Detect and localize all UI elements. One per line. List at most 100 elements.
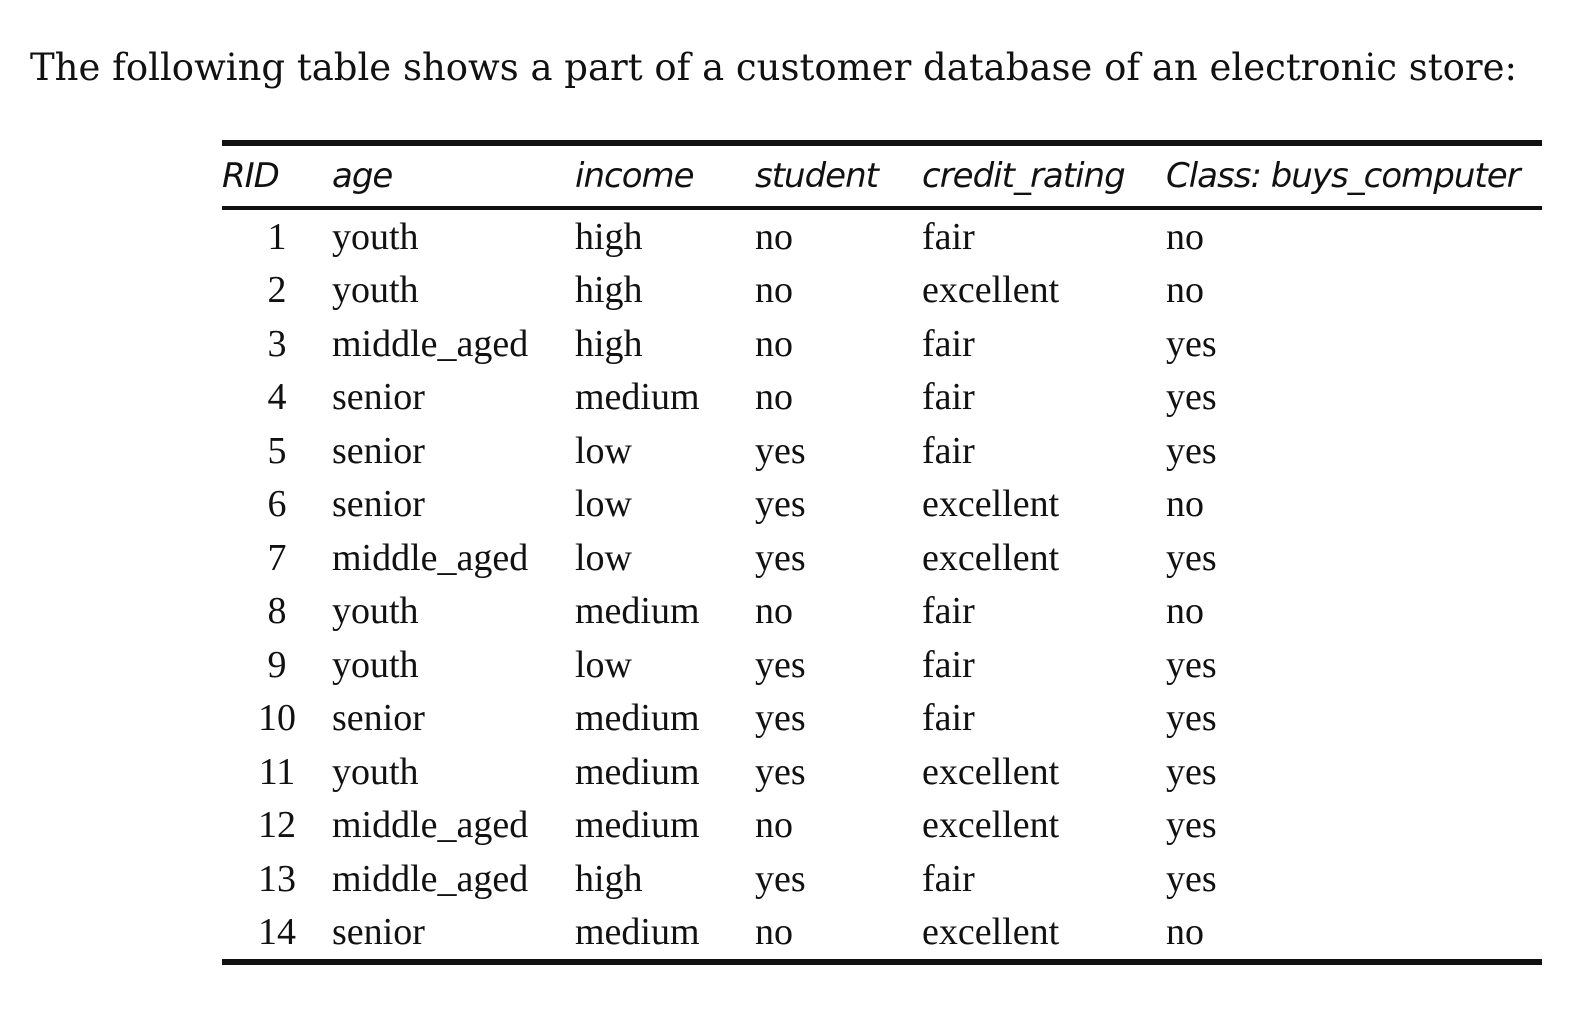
cell-credit-rating: excellent bbox=[922, 269, 1060, 312]
header-rid: RID bbox=[222, 156, 280, 196]
table-row: 9 youth low yes fair yes bbox=[222, 638, 1542, 692]
cell-class: no bbox=[1166, 269, 1204, 312]
cell-rid: 10 bbox=[258, 697, 296, 740]
cell-class: yes bbox=[1166, 697, 1217, 740]
cell-student: no bbox=[755, 590, 793, 633]
cell-credit-rating: excellent bbox=[922, 911, 1060, 954]
cell-class: no bbox=[1166, 215, 1204, 258]
cell-student: yes bbox=[755, 429, 806, 472]
cell-student: no bbox=[755, 911, 793, 954]
cell-age: senior bbox=[332, 911, 425, 954]
cell-income: medium bbox=[575, 376, 700, 419]
table-row: 1 youth high no fair no bbox=[222, 208, 1542, 264]
cell-student: yes bbox=[755, 643, 806, 686]
cell-student: yes bbox=[755, 857, 806, 900]
table-row: 8 youth medium no fair no bbox=[222, 585, 1542, 639]
customer-table: RID age income student credit_rating Class: b… bbox=[222, 140, 1542, 965]
cell-age: youth bbox=[332, 590, 419, 633]
cell-rid: 4 bbox=[267, 376, 287, 419]
table-body: 1 youth high no fair no 2 youth high no excellent n… bbox=[222, 208, 1542, 962]
cell-income: low bbox=[575, 643, 632, 686]
table-row: 3 middle_aged high no fair yes bbox=[222, 317, 1542, 371]
cell-credit-rating: excellent bbox=[922, 483, 1060, 526]
header-row: RID age income student credit_rating Class: b… bbox=[222, 143, 1542, 208]
table-row: 14 senior medium no excellent no bbox=[222, 906, 1542, 962]
table-row: 10 senior medium yes fair yes bbox=[222, 692, 1542, 746]
cell-age: senior bbox=[332, 376, 425, 419]
cell-income: medium bbox=[575, 750, 700, 793]
cell-income: high bbox=[575, 215, 643, 258]
cell-age: youth bbox=[332, 215, 419, 258]
cell-income: high bbox=[575, 857, 643, 900]
cell-rid: 2 bbox=[267, 269, 287, 312]
cell-rid: 13 bbox=[258, 857, 296, 900]
cell-rid: 6 bbox=[267, 483, 287, 526]
header-class: Class: buys_computer bbox=[1166, 156, 1521, 196]
cell-student: no bbox=[755, 376, 793, 419]
header-credit-rating: credit_rating bbox=[922, 156, 1126, 196]
cell-class: no bbox=[1166, 590, 1204, 633]
cell-credit-rating: excellent bbox=[922, 536, 1060, 579]
cell-rid: 3 bbox=[267, 322, 287, 365]
cell-class: yes bbox=[1166, 429, 1217, 472]
cell-student: no bbox=[755, 322, 793, 365]
table-row: 13 middle_aged high yes fair yes bbox=[222, 852, 1542, 906]
table-row: 4 senior medium no fair yes bbox=[222, 371, 1542, 425]
cell-income: high bbox=[575, 322, 643, 365]
cell-income: medium bbox=[575, 911, 700, 954]
cell-age: middle_aged bbox=[332, 857, 529, 900]
cell-income: low bbox=[575, 536, 632, 579]
cell-class: yes bbox=[1166, 322, 1217, 365]
cell-student: no bbox=[755, 215, 793, 258]
cell-class: yes bbox=[1166, 643, 1217, 686]
table-row: 11 youth medium yes excellent yes bbox=[222, 745, 1542, 799]
cell-class: no bbox=[1166, 911, 1204, 954]
cell-credit-rating: fair bbox=[922, 643, 975, 686]
cell-rid: 12 bbox=[258, 804, 296, 847]
cell-age: youth bbox=[332, 643, 419, 686]
cell-age: middle_aged bbox=[332, 804, 529, 847]
cell-student: yes bbox=[755, 697, 806, 740]
cell-age: senior bbox=[332, 483, 425, 526]
cell-class: yes bbox=[1166, 750, 1217, 793]
cell-age: senior bbox=[332, 697, 425, 740]
cell-rid: 11 bbox=[258, 750, 296, 793]
cell-class: yes bbox=[1166, 376, 1217, 419]
cell-class: yes bbox=[1166, 857, 1217, 900]
cell-income: medium bbox=[575, 590, 700, 633]
cell-credit-rating: excellent bbox=[922, 804, 1060, 847]
cell-credit-rating: fair bbox=[922, 215, 975, 258]
cell-income: medium bbox=[575, 804, 700, 847]
cell-credit-rating: excellent bbox=[922, 750, 1060, 793]
cell-rid: 5 bbox=[267, 429, 287, 472]
cell-student: yes bbox=[755, 750, 806, 793]
table-row: 6 senior low yes excellent no bbox=[222, 478, 1542, 532]
cell-rid: 7 bbox=[267, 536, 287, 579]
cell-rid: 9 bbox=[267, 643, 287, 686]
table-row: 2 youth high no excellent no bbox=[222, 264, 1542, 318]
cell-class: yes bbox=[1166, 536, 1217, 579]
cell-rid: 8 bbox=[267, 590, 287, 633]
table-row: 7 middle_aged low yes excellent yes bbox=[222, 531, 1542, 585]
cell-rid: 1 bbox=[267, 215, 287, 258]
cell-credit-rating: fair bbox=[922, 429, 975, 472]
cell-income: low bbox=[575, 483, 632, 526]
cell-student: no bbox=[755, 804, 793, 847]
cell-rid: 14 bbox=[258, 911, 296, 954]
cell-income: medium bbox=[575, 697, 700, 740]
cell-age: middle_aged bbox=[332, 322, 529, 365]
cell-class: no bbox=[1166, 483, 1204, 526]
cell-credit-rating: fair bbox=[922, 857, 975, 900]
cell-class: yes bbox=[1166, 804, 1217, 847]
cell-student: yes bbox=[755, 536, 806, 579]
cell-age: middle_aged bbox=[332, 536, 529, 579]
header-student: student bbox=[755, 156, 879, 196]
cell-student: no bbox=[755, 269, 793, 312]
header-income: income bbox=[575, 156, 695, 196]
cell-student: yes bbox=[755, 483, 806, 526]
cell-credit-rating: fair bbox=[922, 697, 975, 740]
cell-income: low bbox=[575, 429, 632, 472]
table-row: 5 senior low yes fair yes bbox=[222, 424, 1542, 478]
cell-income: high bbox=[575, 269, 643, 312]
cell-credit-rating: fair bbox=[922, 322, 975, 365]
